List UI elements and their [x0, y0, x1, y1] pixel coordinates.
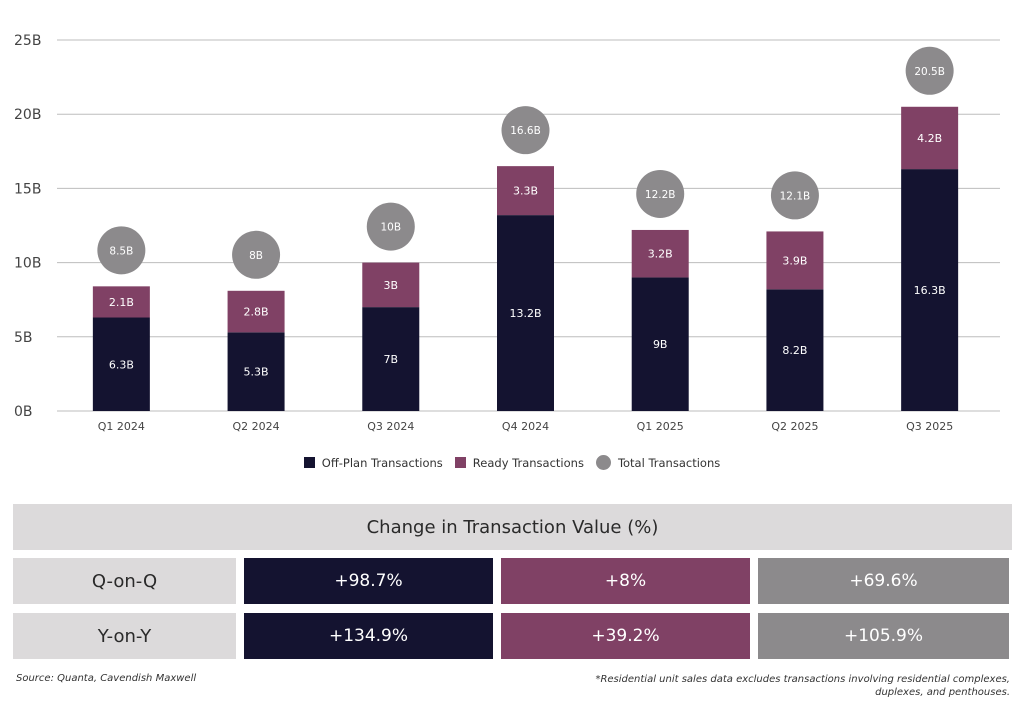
total-marker-label: 12.1B	[780, 190, 811, 202]
legend-swatch-total	[595, 455, 611, 470]
bar-ready	[92, 286, 150, 318]
bar-off-plan	[92, 317, 150, 411]
y-tick-label: 25B	[14, 33, 41, 49]
x-tick-label: Q2 2025	[771, 420, 818, 433]
bar-label-off-plan: 8.2B	[782, 344, 807, 357]
total-marker-label: 12.2B	[645, 189, 676, 201]
change-table-title: Change in Transaction Value (%)	[13, 504, 1012, 550]
total-marker-label: 8B	[249, 250, 263, 262]
x-tick-label: Q1 2024	[98, 420, 145, 433]
bar-ready	[901, 106, 959, 170]
bar-label-off-plan: 5.3B	[244, 366, 269, 379]
bar-label-ready: 3.3B	[513, 185, 538, 198]
bar-ready	[766, 231, 824, 290]
bar-label-off-plan: 7B	[384, 353, 399, 366]
source-note: Source: Quanta, Cavendish Maxwell	[16, 673, 197, 684]
cell-total: +69.6%	[758, 558, 1009, 604]
bar-off-plan	[631, 277, 689, 411]
table-row-yoy: Y-on-Y +134.9% +39.2% +105.9%	[13, 613, 1012, 659]
total-marker	[770, 171, 819, 220]
bar-label-ready: 4.2B	[917, 132, 942, 145]
x-tick-label: Q1 2025	[637, 420, 684, 433]
bar-ready	[227, 290, 285, 333]
total-marker	[366, 202, 415, 251]
row-label: Q-on-Q	[13, 558, 236, 604]
y-tick-label: 10B	[14, 256, 41, 272]
legend: Off-Plan Transactions Ready Transactions…	[0, 455, 1024, 470]
bar-label-off-plan: 9B	[653, 338, 668, 351]
bar-ready	[631, 229, 689, 278]
bar-off-plan	[362, 307, 420, 411]
bar-label-ready: 3.2B	[648, 248, 673, 261]
x-tick-label: Q2 2024	[232, 420, 279, 433]
bar-off-plan	[901, 169, 959, 411]
bar-label-ready: 2.8B	[244, 306, 269, 319]
bar-off-plan	[227, 332, 285, 411]
legend-item-off-plan[interactable]: Off-Plan Transactions	[303, 455, 443, 470]
row-label: Y-on-Y	[13, 613, 236, 659]
total-marker	[905, 46, 954, 95]
x-tick-label: Q3 2025	[906, 420, 953, 433]
cell-off-plan: +134.9%	[244, 613, 493, 659]
cell-total: +105.9%	[758, 613, 1009, 659]
legend-item-total[interactable]: Total Transactions	[595, 455, 721, 470]
bar-label-off-plan: 13.2B	[509, 307, 541, 320]
legend-item-ready[interactable]: Ready Transactions	[454, 455, 584, 470]
x-tick-label: Q3 2024	[367, 420, 414, 433]
bar-label-ready: 3B	[384, 279, 399, 292]
bar-label-off-plan: 6.3B	[109, 358, 134, 371]
x-tick-label: Q4 2024	[502, 420, 549, 433]
stacked-bar-chart: 0B 5B 10B 15B 20B 25B 6.3B 2.1B 5.3B 2.8B 7B 3B 13.…	[14, 33, 1000, 433]
total-marker-label: 20.5B	[914, 66, 945, 78]
cell-off-plan: +98.7%	[244, 558, 493, 604]
bars: 6.3B 2.1B 5.3B 2.8B 7B 3B 13.2B 3.3B 9B 3.2B 8.2B 3…	[92, 106, 959, 411]
bar-off-plan	[497, 215, 554, 411]
bar-ready	[497, 166, 554, 216]
total-marker	[232, 230, 281, 279]
cell-ready: +39.2%	[501, 613, 750, 659]
bar-label-ready: 3.9B	[782, 254, 807, 267]
y-tick-label: 15B	[14, 181, 41, 197]
total-marker-label: 10B	[380, 222, 401, 234]
legend-swatch-ready	[454, 457, 466, 468]
legend-label: Total Transactions	[617, 455, 721, 470]
total-marker	[97, 226, 146, 275]
table-row-qoq: Q-on-Q +98.7% +8% +69.6%	[13, 558, 1012, 604]
legend-swatch-off-plan	[303, 457, 315, 468]
bar-ready	[362, 262, 420, 308]
y-tick-label: 20B	[14, 107, 41, 123]
bar-off-plan	[766, 289, 824, 411]
y-tick-label: 5B	[14, 330, 33, 346]
legend-label: Off-Plan Transactions	[321, 455, 443, 470]
y-axis: 0B 5B 10B 15B 20B 25B	[14, 33, 41, 420]
legend-label: Ready Transactions	[472, 455, 584, 470]
bar-label-ready: 2.1B	[109, 296, 134, 309]
y-tick-label: 0B	[14, 404, 33, 420]
total-marker	[501, 106, 550, 155]
total-markers: 8.5B 8B 10B 16.6B 12.2B 12.1B 20.5B	[97, 46, 954, 279]
bar-label-off-plan: 16.3B	[914, 284, 946, 297]
total-marker	[636, 169, 685, 218]
total-marker-label: 8.5B	[109, 245, 133, 257]
cell-ready: +8%	[501, 558, 750, 604]
x-axis: Q1 2024 Q2 2024 Q3 2024 Q4 2024 Q1 2025 Q2 20…	[98, 420, 953, 433]
total-marker-label: 16.6B	[510, 125, 541, 137]
footnote: *Residential unit sales data excludes tr…	[595, 674, 1010, 698]
